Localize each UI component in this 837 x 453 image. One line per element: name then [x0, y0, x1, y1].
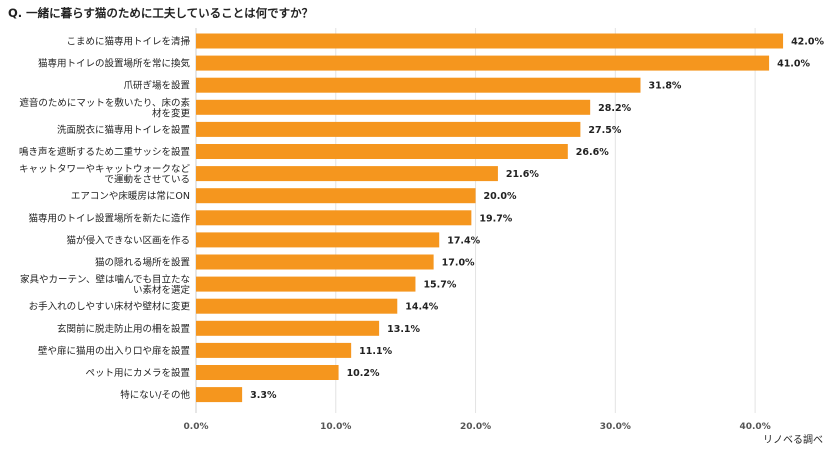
value-label: 13.1% — [387, 324, 420, 335]
bar — [196, 387, 243, 403]
category-label: 玄関前に脱走防止用の柵を設置 — [57, 323, 190, 335]
category-label: 猫の隠れる場所を設置 — [95, 257, 190, 269]
value-label: 15.7% — [423, 280, 456, 291]
bar — [196, 232, 440, 248]
x-tick-label: 0.0% — [184, 422, 209, 432]
bar — [196, 298, 398, 314]
category-label: 特にない/その他 — [120, 389, 190, 401]
category-label: こまめに猫専用トイレを清掃 — [66, 36, 190, 48]
value-label: 11.1% — [359, 346, 392, 357]
bar — [196, 77, 641, 93]
bar — [196, 55, 770, 71]
category-label: 爪研ぎ場を設置 — [123, 80, 190, 92]
source-note: リノベる調べ — [763, 435, 823, 446]
category-label: お手入れのしやすい床材や壁材に変更 — [29, 301, 191, 313]
category-label: 猫専用のトイレ設置場所を新たに造作 — [28, 212, 190, 224]
bar — [196, 188, 476, 204]
bar — [196, 365, 339, 380]
chart-title: Q. 一緒に暮らす猫のために工夫していることは何ですか？ — [8, 6, 314, 20]
value-label: 41.0% — [777, 59, 810, 70]
value-label: 3.3% — [250, 390, 277, 401]
category-label: キャットタワーやキャットウォークなどで運動をさせている — [19, 164, 191, 186]
x-tick-label: 10.0% — [320, 422, 351, 432]
bar — [196, 166, 498, 182]
bar — [196, 210, 472, 226]
bar — [196, 121, 581, 137]
bar — [196, 99, 591, 115]
value-label: 26.6% — [576, 147, 609, 158]
value-label: 42.0% — [791, 37, 824, 48]
value-label: 14.4% — [405, 302, 438, 313]
bar — [196, 320, 380, 336]
value-label: 20.0% — [484, 191, 517, 202]
x-tick-label: 30.0% — [600, 422, 631, 432]
bar — [196, 254, 434, 270]
category-label: 家具やカーテン、壁は噛んでも目立たない素材を選定 — [20, 274, 190, 297]
value-label: 31.8% — [648, 81, 681, 92]
value-label: 17.4% — [447, 235, 480, 246]
bar — [196, 144, 568, 159]
value-label: 21.6% — [506, 169, 539, 180]
category-label: ペット用にカメラを設置 — [85, 367, 190, 379]
value-label: 28.2% — [598, 103, 631, 114]
value-label: 10.2% — [347, 368, 380, 379]
bar — [196, 276, 416, 292]
bar — [196, 342, 352, 358]
category-label: エアコンや床暖房は常にON — [71, 190, 190, 202]
category-label: 猫専用トイレの設置場所を常に換気 — [38, 58, 191, 70]
category-label: 壁や扉に猫用の出入り口や扉を設置 — [38, 345, 190, 357]
x-tick-label: 20.0% — [460, 422, 491, 432]
bar — [196, 33, 784, 49]
category-label: 猫が侵入できない区画を作る — [66, 234, 190, 246]
category-label: 鳴き声を遮断するため二重サッシを設置 — [19, 146, 190, 158]
value-label: 19.7% — [479, 213, 512, 224]
category-label: 遮音のためにマットを敷いたり、床の素材を変更 — [19, 97, 190, 120]
category-label: 洗面脱衣に猫専用トイレを設置 — [57, 124, 190, 136]
value-label: 27.5% — [588, 125, 621, 136]
x-tick-label: 40.0% — [739, 422, 770, 432]
value-label: 17.0% — [442, 258, 475, 269]
